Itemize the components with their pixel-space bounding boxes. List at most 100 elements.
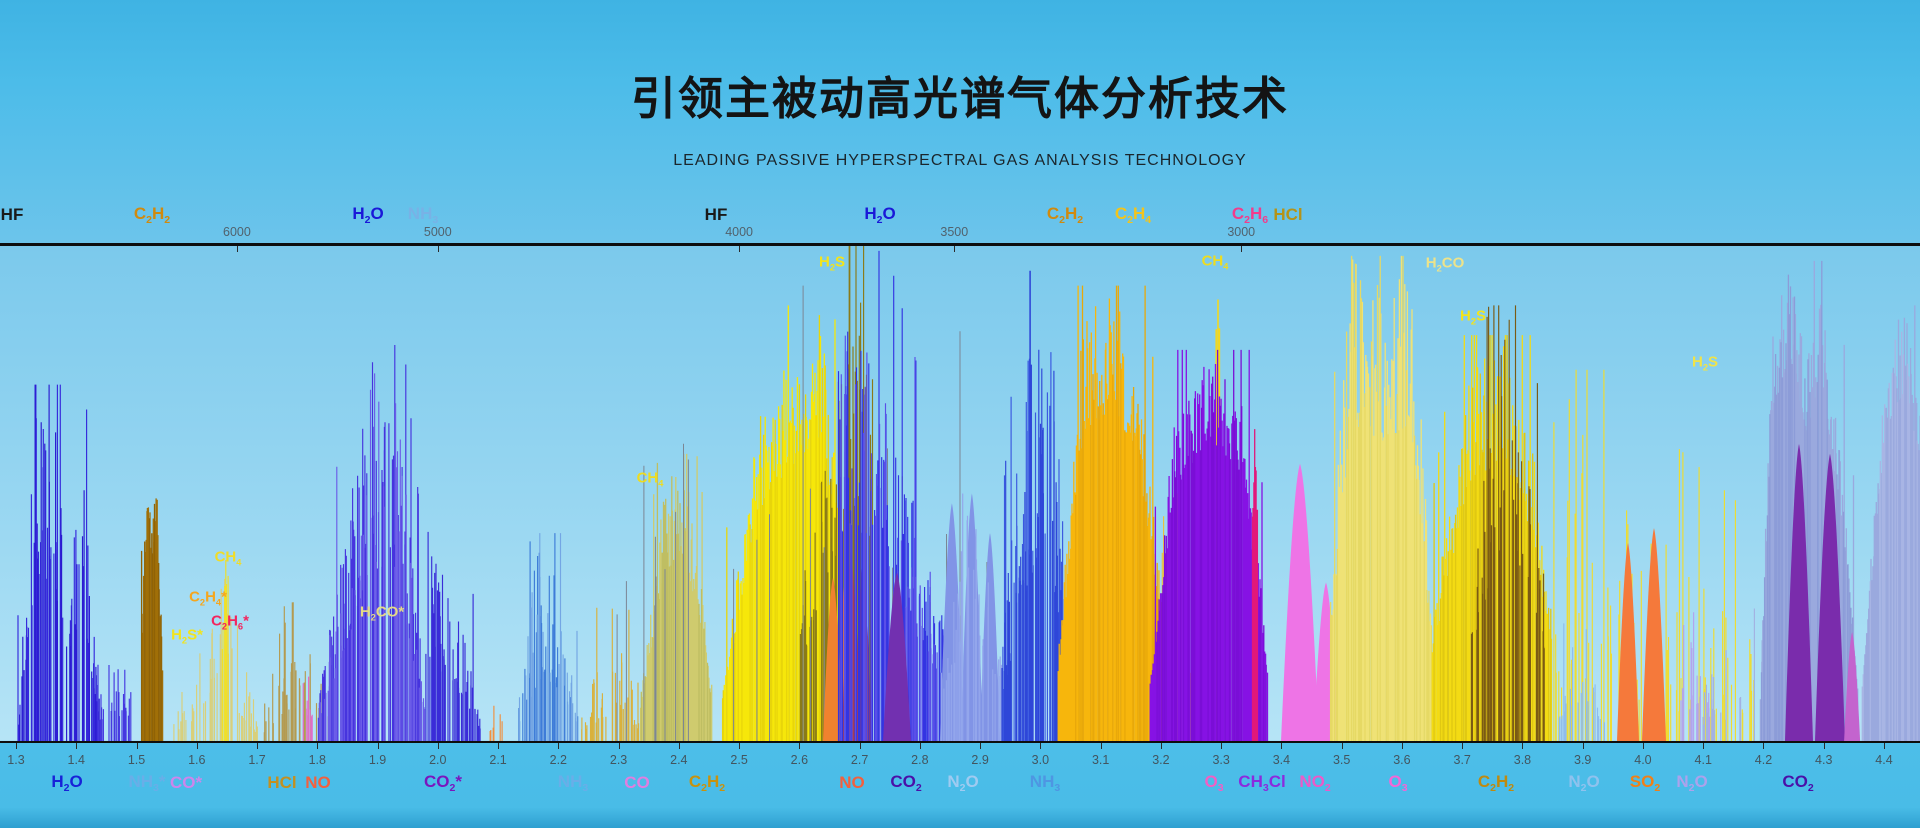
wavelength-tick-mark	[16, 743, 17, 749]
wavelength-tick-mark	[739, 743, 741, 749]
gas-label-bottom: N2O	[1568, 771, 1600, 795]
wavelength-tick-mark	[1703, 743, 1705, 749]
wavelength-tick-label: 3.1	[1091, 753, 1110, 767]
band-h2o	[19, 384, 100, 741]
band-nh3	[518, 533, 578, 741]
gas-label-bottom: N2O	[947, 771, 979, 795]
wavelength-tick-label: 4.1	[1694, 753, 1712, 767]
band-nh3-co-	[140, 503, 162, 741]
gas-label-bottom: NH3	[557, 771, 589, 795]
wavenumber-tick-label: 5000	[423, 225, 452, 239]
band-no	[302, 676, 313, 741]
wavelength-tick-mark	[558, 743, 560, 749]
wavelength-tick-label: 3.8	[1513, 753, 1532, 767]
wavelength-tick-label: 2.4	[670, 753, 688, 767]
wavelength-tick-label: 1.9	[368, 753, 387, 767]
gas-label-bottom: CO	[624, 773, 650, 792]
gas-label-plot: H2S*	[171, 626, 203, 646]
wavelength-tick-mark	[799, 743, 801, 749]
band-so2	[1642, 528, 1666, 741]
wavenumber-tick-label: 3000	[1227, 225, 1256, 239]
gas-label-bottom: H2O	[51, 771, 83, 795]
wavelength-tick-mark	[437, 743, 439, 749]
band-ch3cl	[1149, 349, 1269, 741]
band-c2h2	[640, 462, 712, 741]
band-co2	[1861, 331, 1918, 741]
gas-label-plot: H2S	[818, 253, 846, 273]
gas-label-top: H2O	[864, 203, 896, 227]
gas-label-top: C2H6	[1231, 203, 1269, 227]
gas-label-bottom: C2H2	[1477, 771, 1515, 795]
wavelength-tick-mark	[1582, 743, 1584, 749]
wavelength-tick-mark	[618, 743, 620, 749]
page-title: 引领主被动高光谱气体分析技术	[630, 73, 1289, 124]
gas-label-bottom: NH3	[1029, 771, 1061, 795]
wavelength-tick-mark	[678, 743, 680, 749]
gas-label-top: HCl	[1273, 205, 1303, 224]
wavelength-tick-label: 3.4	[1272, 753, 1291, 767]
wavelength-tick-label: 2.6	[790, 753, 809, 767]
band-no2	[1251, 429, 1259, 741]
wavelength-tick-mark	[859, 743, 861, 749]
band-co2	[1785, 444, 1813, 741]
band-h2s-c2h2	[1332, 255, 1432, 741]
wavelength-tick-label: 1.6	[188, 753, 206, 767]
top-axis-line	[0, 243, 1920, 246]
gas-label-bottom: CH3Cl	[1238, 771, 1286, 795]
wavelength-tick-mark	[1522, 743, 1524, 749]
gas-label-bottom: C2H2	[688, 771, 726, 795]
band-n2o	[1558, 623, 1605, 741]
wavelength-tick-label: 3.9	[1574, 753, 1592, 767]
wavelength-tick-label: 3.6	[1393, 753, 1411, 767]
gas-label-top: H2O	[352, 203, 384, 227]
wavelength-tick-label: 3.3	[1212, 753, 1230, 767]
wavelength-tick-mark	[76, 743, 78, 749]
wavelength-tick-mark	[317, 743, 319, 749]
wavelength-tick-mark	[377, 743, 379, 749]
gas-label-plot: CH4	[1201, 252, 1229, 272]
band-co2	[1815, 453, 1845, 741]
gas-label-bottom: CO2*	[424, 771, 462, 795]
wavelength-tick-mark	[1462, 743, 1464, 749]
page-subtitle: LEADING PASSIVE HYPERSPECTRAL GAS ANALYS…	[673, 152, 1247, 169]
wavelength-tick-label: 2.7	[850, 753, 869, 767]
wavenumber-tick-label: 3500	[940, 225, 969, 239]
wavelength-tick-label: 4.4	[1875, 753, 1893, 767]
bottom-axis-line	[0, 741, 1920, 743]
wavelength-tick-label: 1.7	[248, 753, 266, 767]
gas-label-plot: H2S	[1691, 353, 1719, 373]
wavelength-tick-mark	[1221, 743, 1223, 749]
gas-label-bottom: NH3*	[128, 771, 166, 795]
wavelength-tick-label: 2.3	[609, 753, 628, 767]
wavelength-tick-label: 4.0	[1634, 753, 1652, 767]
wavelength-tick-label: 1.3	[7, 753, 25, 767]
gas-label-bottom: HCl	[267, 773, 297, 792]
wavelength-tick-label: 2.0	[429, 753, 447, 767]
gas-label-bottom: CO2	[1782, 771, 1814, 795]
gas-label-bottom: SO2	[1629, 771, 1661, 795]
gas-label-bottom: CO*	[169, 773, 203, 792]
gas-label-plot: C2H4*	[189, 588, 227, 608]
gas-label-bottom: O3	[1204, 771, 1224, 795]
gas-label-bottom: N2O	[1676, 771, 1708, 795]
band-n2o	[940, 493, 1003, 741]
wavelength-tick-mark	[1281, 743, 1283, 749]
band-h2o	[97, 664, 132, 741]
band-h2o	[17, 384, 100, 741]
wavelength-tick-mark	[196, 743, 198, 749]
wavelength-tick-label: 2.2	[549, 753, 568, 767]
gas-label-top: HF	[0, 205, 24, 224]
band-ch3cl	[1156, 349, 1267, 741]
wavelength-tick-label: 1.5	[127, 753, 146, 767]
wavelength-tick-label: 4.3	[1815, 753, 1833, 767]
wavelength-tick-label: 4.2	[1754, 753, 1773, 767]
wavelength-tick-label: 3.5	[1332, 753, 1351, 767]
gas-label-plot: CH4	[214, 548, 242, 568]
gas-label-plot: C2H6*	[211, 612, 249, 632]
wavelength-tick-label: 3.0	[1031, 753, 1050, 767]
band-so2	[1617, 543, 1639, 741]
band-o3-no2	[1281, 463, 1319, 741]
gas-label-plot: H2S	[1459, 307, 1487, 327]
wavelength-tick-mark	[1763, 743, 1765, 749]
wavelength-tick-mark	[136, 743, 138, 749]
